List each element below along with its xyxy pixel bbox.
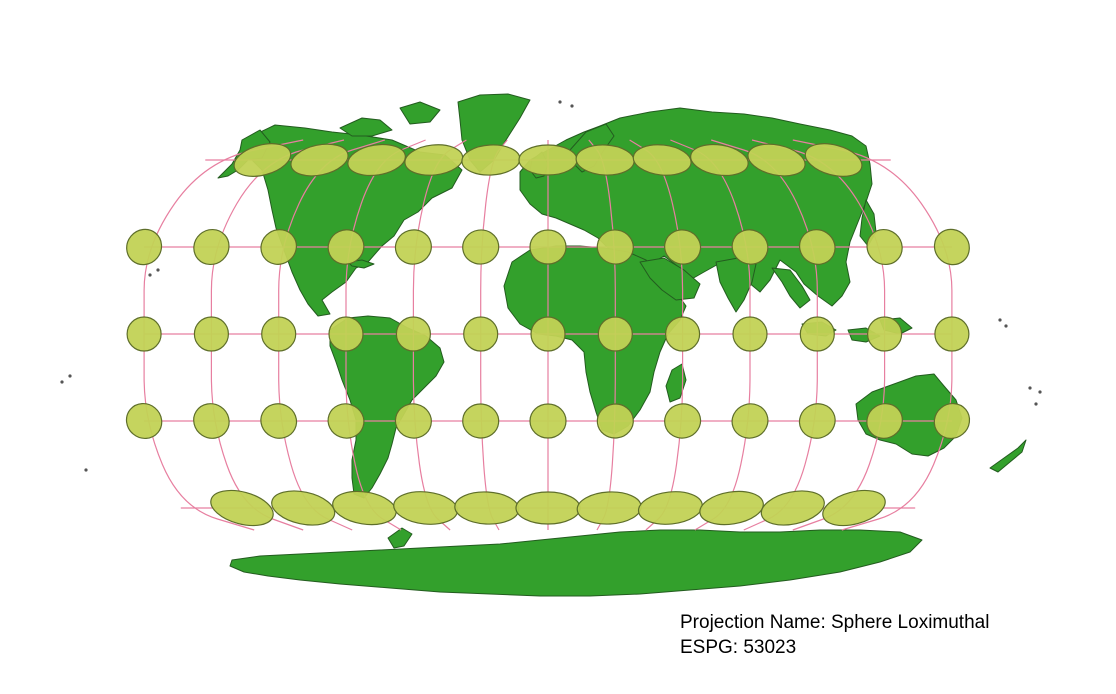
tissot-indicatrix-layer <box>125 143 971 527</box>
projection-caption: Projection Name: Sphere Loximuthal ESPG:… <box>680 610 989 660</box>
island-speck <box>570 104 574 108</box>
island-speck <box>998 318 1002 322</box>
tissot-indicatrix-ellipse <box>576 491 642 525</box>
island-speck <box>68 374 72 378</box>
landmass-antarctic-peninsula <box>387 527 413 549</box>
tissot-indicatrix-ellipse <box>393 491 459 525</box>
tissot-indicatrix-ellipse <box>690 143 749 177</box>
tissot-indicatrix-ellipse <box>125 402 163 440</box>
tissot-indicatrix-ellipse <box>933 228 970 266</box>
tissot-indicatrix-ellipse <box>515 491 581 525</box>
island-speck <box>84 468 88 472</box>
tissot-indicatrix-ellipse <box>328 316 364 352</box>
tissot-indicatrix-ellipse <box>462 403 500 439</box>
tissot-indicatrix-ellipse <box>596 403 634 439</box>
tissot-indicatrix-ellipse <box>126 228 163 266</box>
island-speck <box>1038 390 1042 394</box>
tissot-indicatrix-ellipse <box>529 403 567 439</box>
epsg-code-label: ESPG: 53023 <box>680 637 797 658</box>
tissot-indicatrix-ellipse <box>804 143 863 177</box>
graticule-meridian <box>751 139 886 531</box>
graticule-meridian <box>711 139 818 531</box>
tissot-indicatrix-ellipse <box>395 316 431 352</box>
landmass-canadian-arctic <box>339 101 441 137</box>
landmass-arabia <box>639 257 701 301</box>
tissot-indicatrix-ellipse <box>760 490 825 526</box>
island-speck <box>156 268 160 272</box>
tissot-indicatrix-ellipse <box>597 316 633 352</box>
tissot-indicatrix-ellipse <box>933 402 971 440</box>
tissot-indicatrix-ellipse <box>799 316 835 352</box>
tissot-indicatrix-ellipse <box>260 229 297 265</box>
tissot-indicatrix-ellipse <box>637 491 703 525</box>
tissot-indicatrix-ellipse <box>210 489 274 527</box>
tissot-indicatrix-ellipse <box>664 229 702 265</box>
island-speck <box>558 100 562 104</box>
tissot-indicatrix-ellipse <box>233 143 292 177</box>
tissot-indicatrix-ellipse <box>866 316 903 352</box>
island-speck <box>148 273 152 277</box>
tissot-indicatrix-ellipse <box>261 316 297 352</box>
tissot-indicatrix-ellipse <box>530 316 566 352</box>
tissot-indicatrix-ellipse <box>327 229 365 265</box>
tissot-indicatrix-ellipse <box>866 228 903 266</box>
island-speck <box>1034 402 1038 406</box>
tissot-indicatrix-ellipse <box>126 316 162 352</box>
tissot-indicatrix-ellipse <box>731 229 769 265</box>
tissot-indicatrix-ellipse <box>529 229 567 265</box>
tissot-indicatrix-ellipse <box>596 229 634 265</box>
tissot-indicatrix-ellipse <box>193 316 229 352</box>
tissot-indicatrix-ellipse <box>290 143 349 177</box>
tissot-indicatrix-ellipse <box>664 403 702 439</box>
island-speck <box>1004 324 1008 328</box>
tissot-indicatrix-ellipse <box>799 229 836 265</box>
tissot-indicatrix-ellipse <box>463 316 499 352</box>
tissot-indicatrix-ellipse <box>632 144 692 176</box>
tissot-indicatrix-ellipse <box>462 229 500 265</box>
tissot-indicatrix-ellipse <box>271 490 336 526</box>
projection-name-label: Projection Name: Sphere Loximuthal <box>680 612 990 633</box>
tissot-indicatrix-ellipse <box>454 491 520 525</box>
tissot-indicatrix-ellipse <box>327 403 365 439</box>
tissot-indicatrix-ellipse <box>747 143 806 177</box>
landmass-new-zealand <box>989 439 1027 473</box>
tissot-indicatrix-ellipse <box>260 403 298 439</box>
tissot-indicatrix-ellipse <box>664 316 701 352</box>
tissot-indicatrix-ellipse <box>394 229 432 265</box>
landmass-southeast-asia <box>771 267 811 309</box>
tissot-indicatrix-ellipse <box>699 490 764 526</box>
tissot-indicatrix-ellipse <box>193 228 230 266</box>
tissot-indicatrix-ellipse <box>731 403 769 439</box>
tissot-indicatrix-ellipse <box>394 403 432 439</box>
tissot-indicatrix-ellipse <box>866 403 903 439</box>
tissot-indicatrix-ellipse <box>332 490 397 526</box>
tissot-indicatrix-ellipse <box>934 316 970 352</box>
graticule-meridian <box>278 139 385 531</box>
landmass-antarctica <box>229 529 923 597</box>
tissot-indicatrix-ellipse <box>798 403 836 439</box>
graticule-meridian <box>210 139 345 531</box>
island-speck <box>1028 386 1032 390</box>
tissot-indicatrix-ellipse <box>822 489 886 527</box>
tissot-indicatrix-ellipse <box>193 403 230 439</box>
island-speck <box>60 380 64 384</box>
tissot-indicatrix-ellipse <box>347 143 406 177</box>
tissot-indicatrix-ellipse <box>518 144 578 176</box>
tissot-indicatrix-ellipse <box>732 316 768 352</box>
